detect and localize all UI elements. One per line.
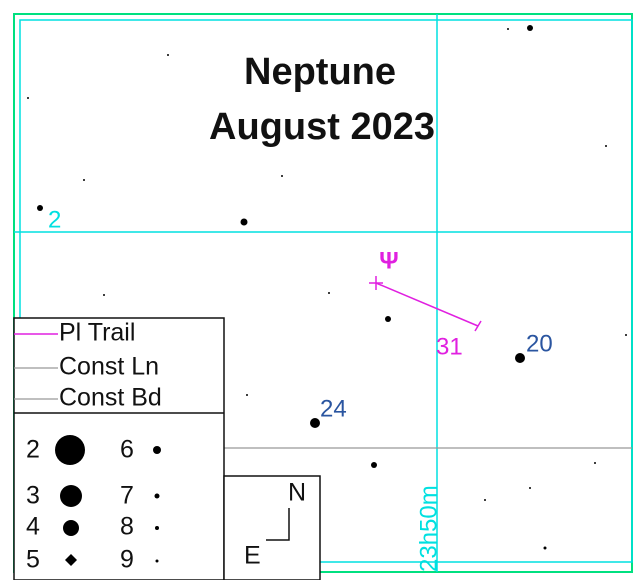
mag-dot — [65, 554, 77, 566]
mag-dot — [155, 559, 159, 563]
mag-label: 6 — [120, 436, 134, 464]
mag-dot — [60, 485, 82, 507]
star — [27, 97, 29, 99]
star-label: 24 — [320, 395, 347, 422]
mag-label: 8 — [120, 513, 134, 541]
mag-label: 4 — [26, 513, 40, 541]
mag-dot — [153, 446, 161, 454]
legend-label: Pl Trail — [59, 319, 135, 347]
star — [385, 316, 391, 322]
star — [484, 499, 486, 501]
star — [625, 334, 627, 336]
legend-box — [13, 317, 225, 580]
star — [310, 418, 320, 428]
star — [83, 179, 85, 181]
star — [527, 25, 533, 31]
star-label: 20 — [526, 330, 553, 357]
frame — [13, 13, 633, 573]
grid-border — [19, 19, 633, 563]
star — [37, 205, 43, 211]
mag-label: 2 — [26, 436, 40, 464]
star — [594, 462, 596, 464]
planet-symbol: Ψ — [379, 247, 398, 274]
star — [507, 28, 509, 30]
compass-box — [223, 475, 321, 580]
star — [167, 54, 169, 56]
legend-label: Const Bd — [59, 384, 162, 412]
star — [281, 175, 283, 177]
star — [605, 145, 607, 147]
mag-dot — [155, 526, 159, 530]
compass-arrows — [266, 508, 290, 541]
mag-label: 7 — [120, 482, 134, 510]
legend: Pl Trail Const Ln Const Bd 2 3 4 5 6 7 8… — [13, 317, 225, 580]
star — [371, 462, 377, 468]
dec-label: 2 — [48, 206, 61, 233]
ra-label: 23h50m — [415, 485, 442, 572]
mag-dot — [55, 435, 85, 465]
compass-north: N — [288, 479, 306, 507]
planet-trail — [369, 276, 482, 332]
legend-label: Const Ln — [59, 353, 159, 381]
star — [515, 353, 525, 363]
star — [543, 546, 547, 550]
trail-line — [375, 282, 479, 327]
trail-end — [474, 320, 482, 332]
compass-east: E — [244, 542, 261, 570]
star — [246, 394, 248, 396]
title-line: August 2023 — [209, 106, 435, 148]
trail-end-label: 31 — [436, 333, 463, 360]
mag-label: 5 — [26, 546, 40, 574]
star — [103, 294, 105, 296]
compass: N E — [223, 475, 321, 580]
star — [529, 487, 531, 489]
stars — [27, 25, 627, 550]
mag-dot — [154, 493, 160, 499]
mag-dot — [63, 520, 79, 536]
title-line: Neptune — [244, 51, 396, 93]
star — [328, 292, 330, 294]
star — [240, 218, 248, 226]
mag-label: 9 — [120, 546, 134, 574]
mag-label: 3 — [26, 482, 40, 510]
